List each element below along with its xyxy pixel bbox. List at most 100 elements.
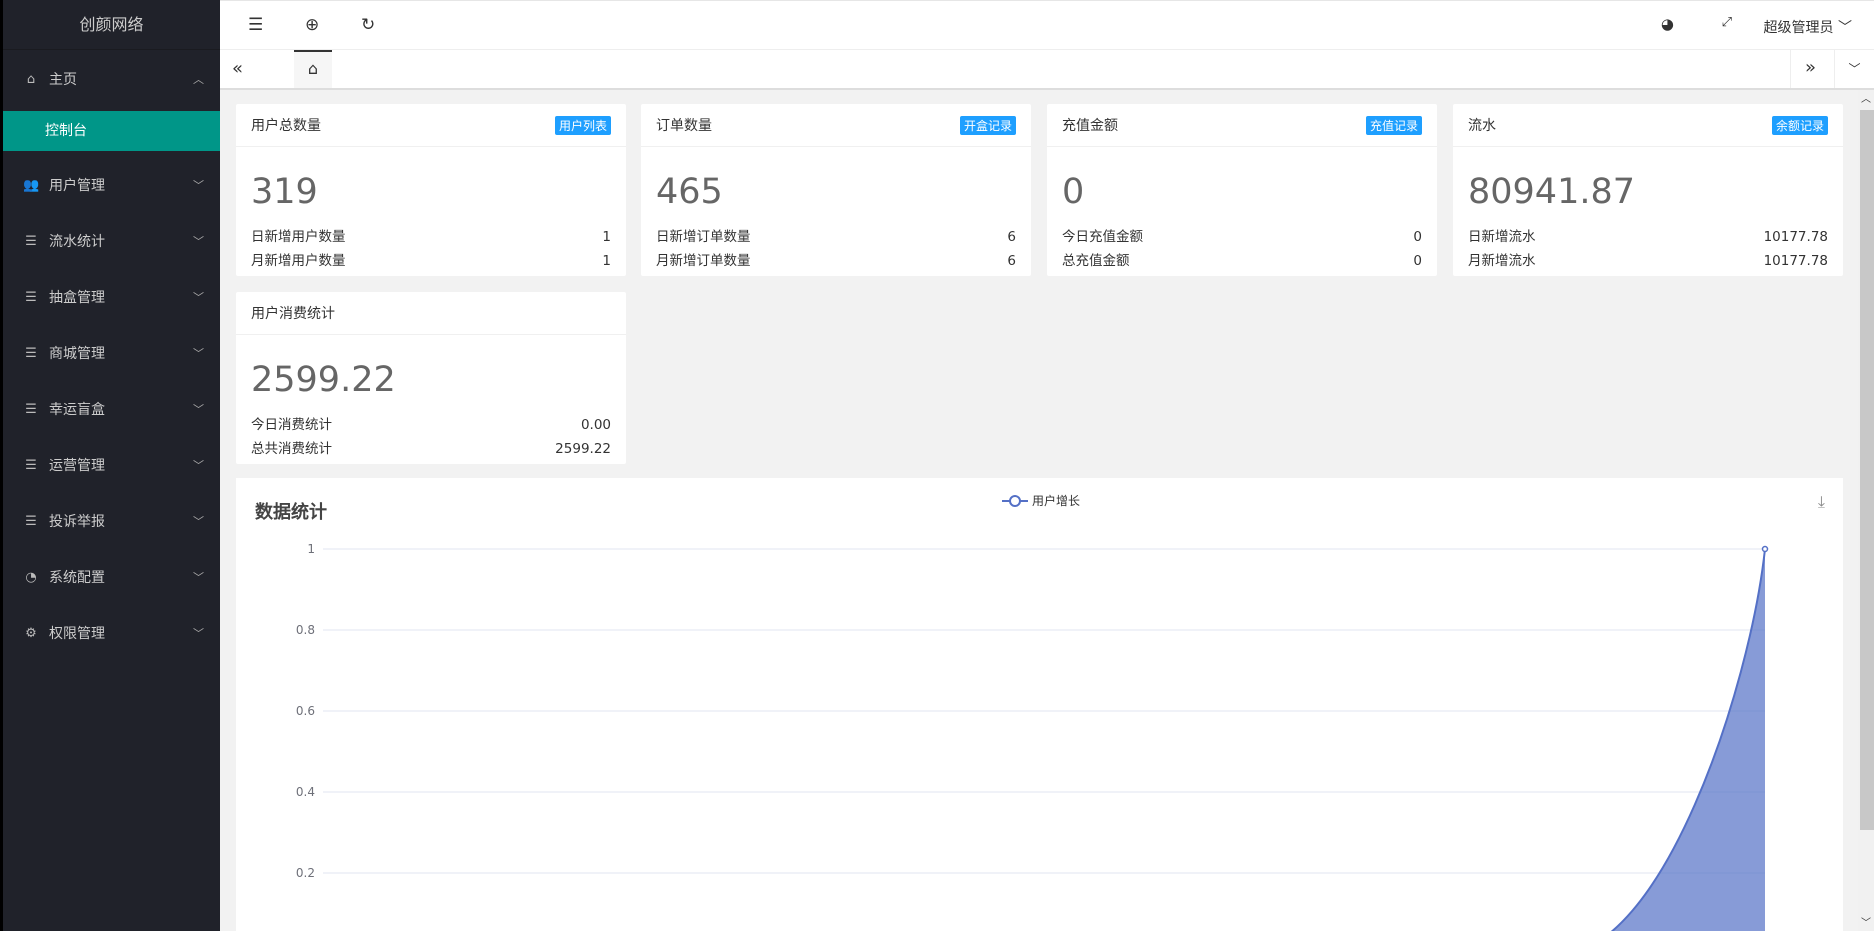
globe-icon[interactable]: ⊕	[305, 15, 320, 35]
sidebar-item-home[interactable]: ⌂ 主页 ︿	[3, 57, 220, 101]
sidebar-item-label: 主页	[49, 72, 77, 88]
card-row: 月新增订单数量 6	[641, 249, 1031, 273]
sidebar-item[interactable]: ☰ 抽盒管理 ﹀	[3, 275, 220, 319]
card-row: 日新增用户数量 1	[236, 225, 626, 249]
row-value: 0.00	[580, 417, 611, 433]
card-row: 今日充值金额 0	[1047, 225, 1437, 249]
sidebar: 创颜网络 ⌂ 主页 ︿ 控制台 👥 用户管理 ﹀ ☰ 流水统计 ﹀ ☰ 抽盒管理 ﹀ ☰ 商城管理 ﹀ ☰ 幸…	[0, 0, 220, 931]
row-value: 6	[1007, 253, 1016, 269]
scroll-right-icon[interactable]: »	[1790, 50, 1830, 88]
sidebar-item-label: 流水统计	[49, 234, 105, 250]
row-value: 10177.78	[1763, 229, 1828, 245]
row-value: 2599.22	[555, 441, 611, 457]
card-title: 用户消费统计	[251, 306, 335, 322]
card-row: 日新增订单数量 6	[641, 225, 1031, 249]
download-icon[interactable]: ⤓	[1817, 492, 1825, 511]
sidebar-item[interactable]: ◔ 系统配置 ﹀	[3, 555, 220, 599]
y-tick-label: 0.6	[296, 704, 315, 718]
chart-svg: 0.2 0.4 0.6 0.8 1	[296, 542, 1769, 931]
sidebar-item-label: 用户管理	[49, 178, 105, 194]
user-name: 超级管理员	[1763, 20, 1834, 36]
row-label: 今日充值金额	[1062, 229, 1143, 245]
chevron-down-icon: ﹀	[193, 235, 204, 248]
row-value: 6	[1007, 229, 1016, 245]
y-tick-label: 0.4	[296, 785, 315, 799]
chart-panel: 数据统计 用户增长 ⤓ 0.2 0.4 0.6 0.8 1	[236, 478, 1843, 931]
sidebar-item-console[interactable]: 控制台	[3, 111, 220, 151]
y-tick-label: 0.2	[296, 866, 315, 880]
scrollbar[interactable]: ︿ ﹀	[1858, 90, 1874, 931]
card-link-badge[interactable]: 开盒记录	[959, 115, 1016, 135]
list-icon: ☰	[25, 401, 37, 417]
row-label: 今日消费统计	[251, 417, 332, 433]
refresh-icon[interactable]: ↻	[361, 15, 376, 35]
row-value: 0	[1413, 253, 1422, 269]
card-row: 日新增流水 10177.78	[1453, 225, 1843, 249]
list-icon: ☰	[25, 345, 37, 361]
scroll-down-icon[interactable]: ﹀	[1861, 918, 1871, 929]
card-value: 80941.87	[1468, 172, 1636, 212]
chart-title: 数据统计	[255, 502, 327, 523]
users-icon: 👥	[23, 177, 40, 193]
scrollbar-thumb[interactable]	[1860, 110, 1874, 830]
row-label: 总共消费统计	[251, 441, 332, 457]
card-title: 订单数量	[656, 118, 712, 134]
config-icon: ◔	[25, 569, 37, 585]
card-link-badge[interactable]: 充值记录	[1365, 115, 1422, 135]
tab-menu-chevron-icon[interactable]: ﹀	[1834, 50, 1874, 88]
user-menu[interactable]: 超级管理员 ﹀	[1764, 17, 1852, 37]
card-value: 0	[1062, 172, 1085, 212]
sidebar-item-label: 投诉举报	[49, 514, 105, 530]
sidebar-item[interactable]: ☰ 运营管理 ﹀	[3, 443, 220, 487]
sidebar-item[interactable]: ⚙ 权限管理 ﹀	[3, 611, 220, 655]
card-link-badge[interactable]: 用户列表	[554, 115, 611, 135]
chevron-down-icon: ﹀	[193, 403, 204, 416]
legend-label: 用户增长	[1032, 494, 1081, 508]
card-row: 总充值金额 0	[1047, 249, 1437, 273]
legend-marker-icon	[1002, 494, 1028, 507]
card-row: 今日消费统计 0.00	[236, 413, 626, 437]
row-label: 月新增订单数量	[656, 253, 751, 269]
list-icon: ☰	[25, 513, 37, 529]
palette-icon[interactable]: ◕	[1660, 15, 1674, 33]
sidebar-item[interactable]: ☰ 投诉举报 ﹀	[3, 499, 220, 543]
home-icon: ⌂	[307, 59, 319, 78]
list-icon: ☰	[25, 289, 37, 305]
sidebar-item[interactable]: ☰ 幸运盲盒 ﹀	[3, 387, 220, 431]
row-label: 日新增订单数量	[656, 229, 751, 245]
row-label: 月新增用户数量	[251, 253, 346, 269]
card-value: 319	[251, 172, 318, 212]
tab-bar: « ⌂ » ﹀	[220, 50, 1874, 90]
y-tick-label: 1	[307, 542, 315, 556]
sidebar-item-label: 抽盒管理	[49, 290, 105, 306]
scroll-up-icon[interactable]: ︿	[1861, 94, 1871, 105]
chevron-down-icon: ﹀	[193, 179, 204, 192]
sidebar-item[interactable]: ☰ 商城管理 ﹀	[3, 331, 220, 375]
stat-card: 用户消费统计 2599.22 今日消费统计 0.00 总共消费统计 2599.22	[236, 292, 626, 464]
topbar: ☰ ⊕ ↻ ◕ ⤢ 超级管理员 ﹀	[220, 0, 1874, 50]
stat-card: 订单数量 开盒记录 465 日新增订单数量 6 月新增订单数量 6	[641, 104, 1031, 276]
chevron-down-icon: ﹀	[193, 515, 204, 528]
chart-legend[interactable]: 用户增长	[1002, 492, 1080, 509]
fullscreen-icon[interactable]: ⤢	[1721, 15, 1732, 30]
series-area	[1612, 549, 1765, 931]
card-link-badge[interactable]: 余额记录	[1771, 115, 1828, 135]
collapse-menu-icon[interactable]: ☰	[248, 15, 264, 35]
list-icon: ☰	[25, 457, 37, 473]
series-line	[1610, 548, 1766, 931]
chevron-down-icon: ﹀	[193, 291, 204, 304]
logo: 创颜网络	[3, 0, 220, 50]
row-value: 0	[1413, 229, 1422, 245]
sidebar-item[interactable]: ☰ 流水统计 ﹀	[3, 219, 220, 263]
stat-card: 充值金额 充值记录 0 今日充值金额 0 总充值金额 0	[1047, 104, 1437, 276]
sidebar-item[interactable]: 👥 用户管理 ﹀	[3, 163, 220, 207]
tab-home[interactable]: ⌂	[294, 50, 332, 88]
home-icon: ⌂	[26, 71, 36, 87]
sidebar-item-label: 运营管理	[49, 458, 105, 474]
scroll-left-icon[interactable]: «	[232, 58, 244, 79]
sidebar-item-label: 系统配置	[49, 570, 105, 586]
card-title: 用户总数量	[251, 118, 321, 134]
row-label: 日新增流水	[1468, 229, 1536, 245]
row-value: 1	[602, 229, 611, 245]
row-value: 1	[602, 253, 611, 269]
